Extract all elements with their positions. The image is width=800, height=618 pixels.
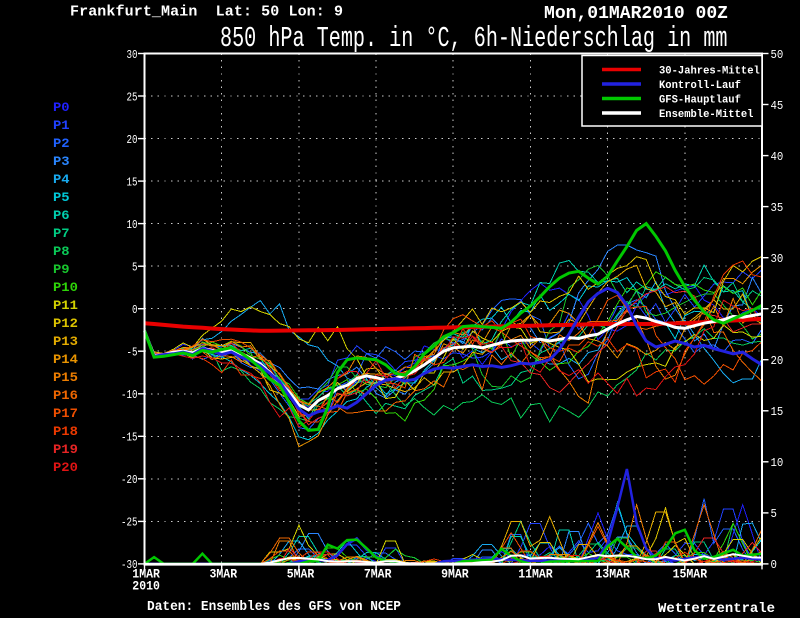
svg-text:1MAR: 1MAR bbox=[132, 567, 160, 582]
svg-text:10: 10 bbox=[127, 218, 138, 232]
svg-text:P5: P5 bbox=[53, 190, 70, 205]
svg-text:7MAR: 7MAR bbox=[364, 567, 392, 582]
svg-text:P9: P9 bbox=[53, 262, 70, 277]
svg-text:25: 25 bbox=[771, 303, 784, 317]
svg-text:P11: P11 bbox=[53, 298, 78, 313]
svg-text:Mon,01MAR2010 00Z: Mon,01MAR2010 00Z bbox=[544, 4, 728, 24]
svg-text:5: 5 bbox=[132, 261, 138, 275]
svg-text:Kontroll-Lauf: Kontroll-Lauf bbox=[659, 80, 741, 92]
svg-text:0: 0 bbox=[771, 558, 777, 572]
svg-text:P7: P7 bbox=[53, 226, 70, 241]
svg-text:P15: P15 bbox=[53, 370, 78, 385]
svg-text:35: 35 bbox=[771, 201, 784, 215]
svg-text:-20: -20 bbox=[121, 473, 138, 487]
svg-text:P18: P18 bbox=[53, 424, 78, 439]
svg-text:P19: P19 bbox=[53, 442, 78, 457]
svg-text:P14: P14 bbox=[53, 352, 78, 367]
svg-text:P20: P20 bbox=[53, 460, 78, 475]
svg-text:GFS-Hauptlauf: GFS-Hauptlauf bbox=[659, 94, 741, 106]
svg-text:P10: P10 bbox=[53, 280, 78, 295]
svg-text:40: 40 bbox=[771, 150, 784, 164]
svg-text:P17: P17 bbox=[53, 406, 78, 421]
svg-text:-15: -15 bbox=[121, 431, 138, 445]
svg-text:9MAR: 9MAR bbox=[441, 567, 469, 582]
svg-text:P3: P3 bbox=[53, 154, 70, 169]
svg-text:15MAR: 15MAR bbox=[673, 567, 708, 582]
svg-text:30: 30 bbox=[127, 48, 138, 62]
svg-text:45: 45 bbox=[771, 99, 784, 113]
svg-text:P16: P16 bbox=[53, 388, 78, 403]
svg-text:15: 15 bbox=[127, 175, 138, 189]
svg-text:15: 15 bbox=[771, 405, 784, 419]
svg-text:P13: P13 bbox=[53, 334, 78, 349]
svg-text:5MAR: 5MAR bbox=[287, 567, 315, 582]
svg-text:50: 50 bbox=[771, 48, 784, 62]
svg-text:3MAR: 3MAR bbox=[210, 567, 238, 582]
svg-text:Ensemble-Mittel: Ensemble-Mittel bbox=[659, 109, 754, 121]
svg-text:Daten: Ensembles des GFS von N: Daten: Ensembles des GFS von NCEP bbox=[147, 600, 401, 615]
svg-text:30: 30 bbox=[771, 252, 784, 266]
svg-text:-5: -5 bbox=[127, 346, 138, 360]
svg-text:-30: -30 bbox=[121, 558, 138, 572]
svg-text:20: 20 bbox=[771, 354, 784, 368]
svg-text:11MAR: 11MAR bbox=[518, 567, 553, 582]
svg-text:13MAR: 13MAR bbox=[595, 567, 630, 582]
svg-text:P8: P8 bbox=[53, 244, 70, 259]
svg-text:850 hPa Temp. in °C, 6h-Nieder: 850 hPa Temp. in °C, 6h-Niederschlag in … bbox=[220, 22, 728, 55]
svg-text:P0: P0 bbox=[53, 100, 70, 115]
svg-text:P6: P6 bbox=[53, 208, 70, 223]
svg-text:Wetterzentrale: Wetterzentrale bbox=[658, 601, 775, 617]
svg-text:5: 5 bbox=[771, 507, 777, 521]
svg-text:0: 0 bbox=[132, 303, 138, 317]
svg-text:P12: P12 bbox=[53, 316, 78, 331]
svg-text:P4: P4 bbox=[53, 172, 70, 187]
svg-text:P1: P1 bbox=[53, 118, 70, 133]
svg-text:20: 20 bbox=[127, 133, 138, 147]
svg-text:P2: P2 bbox=[53, 136, 70, 151]
svg-text:25: 25 bbox=[127, 90, 138, 104]
svg-text:2010: 2010 bbox=[132, 579, 160, 594]
svg-text:-10: -10 bbox=[121, 388, 138, 402]
svg-text:-25: -25 bbox=[121, 516, 138, 530]
svg-text:10: 10 bbox=[771, 456, 784, 470]
svg-text:Frankfurt_Main Lat: 50 Lon: 9: Frankfurt_Main Lat: 50 Lon: 9 bbox=[70, 4, 343, 21]
svg-text:30-Jahres-Mittel: 30-Jahres-Mittel bbox=[659, 65, 760, 77]
